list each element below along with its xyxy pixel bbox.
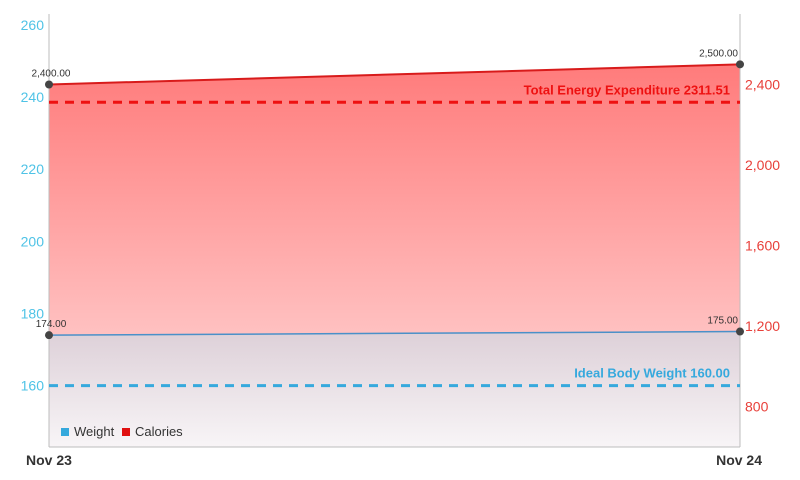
left-axis-tick-label: 160 bbox=[21, 378, 45, 394]
reference-lines: Ideal Body Weight 160.00 Total Energy Exp… bbox=[49, 82, 740, 388]
x-axis-ticks: Nov 23 Nov 24 bbox=[26, 452, 762, 468]
right-axis-tick-label: 2,400 bbox=[745, 76, 780, 92]
ideal-weight-reference-label: Ideal Body Weight 160.00 bbox=[574, 366, 730, 381]
calories-point-label: 2,400.00 bbox=[32, 68, 71, 79]
calories-legend-swatch bbox=[122, 428, 130, 436]
left-axis-tick-label: 260 bbox=[21, 17, 45, 33]
left-axis-ticks: 160 180 200 220 240 260 bbox=[21, 17, 45, 394]
left-axis-tick-label: 220 bbox=[21, 161, 45, 177]
weight-line bbox=[48, 330, 741, 336]
chart-legend: Weight Calories bbox=[61, 424, 183, 439]
weight-point-label: 175.00 bbox=[707, 316, 738, 327]
series-areas bbox=[49, 64, 740, 447]
calories-legend-label[interactable]: Calories bbox=[135, 424, 183, 439]
data-points: 174.00 175.00 2,400.00 2,500.00 bbox=[32, 48, 744, 340]
left-axis-tick-label: 200 bbox=[21, 233, 45, 249]
calories-point[interactable] bbox=[736, 60, 744, 69]
right-axis-tick-label: 1,200 bbox=[745, 318, 780, 334]
x-axis-tick-label: Nov 24 bbox=[716, 452, 762, 468]
weight-legend-swatch bbox=[61, 428, 69, 436]
right-axis-tick-label: 800 bbox=[745, 399, 769, 415]
right-axis-tick-label: 2,000 bbox=[745, 157, 780, 173]
x-axis-tick-label: Nov 23 bbox=[26, 452, 72, 468]
left-axis-tick-label: 240 bbox=[21, 89, 45, 105]
calories-point-label: 2,500.00 bbox=[699, 48, 738, 59]
right-axis-ticks: 800 1,200 1,600 2,000 2,400 bbox=[745, 76, 780, 414]
weight-point[interactable] bbox=[45, 331, 53, 340]
left-axis-tick-label: 180 bbox=[21, 305, 45, 321]
energy-expenditure-reference-label: Total Energy Expenditure 2311.51 bbox=[524, 82, 730, 97]
weight-point[interactable] bbox=[736, 327, 744, 336]
right-axis-tick-label: 1,600 bbox=[745, 238, 780, 254]
weight-legend-label[interactable]: Weight bbox=[74, 424, 115, 439]
series-lines bbox=[48, 63, 741, 336]
calories-point[interactable] bbox=[45, 80, 53, 89]
weight-area bbox=[49, 331, 740, 447]
weight-point-label: 174.00 bbox=[36, 319, 67, 330]
calories-line bbox=[48, 63, 741, 86]
